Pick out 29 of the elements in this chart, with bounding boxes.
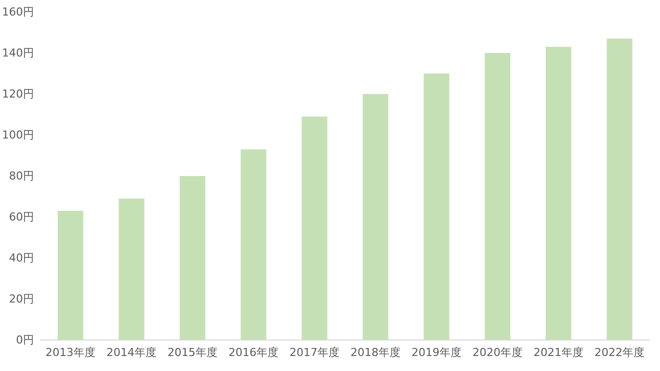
y-tick-label: 100円 [2,128,34,142]
y-tick-label: 140円 [2,46,34,60]
x-tick-label: 2019年度 [412,346,462,359]
bar [58,210,84,340]
bar [424,74,450,340]
bar [302,116,328,340]
x-tick-label: 2020年度 [472,346,522,359]
x-tick-label: 2018年度 [350,346,400,359]
x-tick-label: 2013年度 [46,346,96,359]
bar [362,94,388,340]
bar [546,46,572,340]
y-tick-label: 0円 [16,334,34,347]
x-tick-label: 2021年度 [534,346,584,359]
bar [240,149,266,340]
bar [484,53,510,340]
x-tick-label: 2016年度 [228,346,278,359]
y-tick-label: 120円 [2,88,34,101]
y-tick-label: 160円 [2,6,34,19]
x-tick-label: 2017年度 [290,346,340,359]
y-tick-label: 40円 [9,252,34,265]
y-tick-label: 60円 [9,210,34,224]
x-tick-label: 2015年度 [168,346,218,359]
x-tick-label: 2022年度 [594,346,644,359]
bar [606,38,632,340]
y-tick-label: 80円 [9,170,34,183]
y-tick-label: 20円 [9,292,34,306]
x-tick-label: 2014年度 [106,346,156,359]
bar [180,176,206,340]
bar [118,198,144,340]
